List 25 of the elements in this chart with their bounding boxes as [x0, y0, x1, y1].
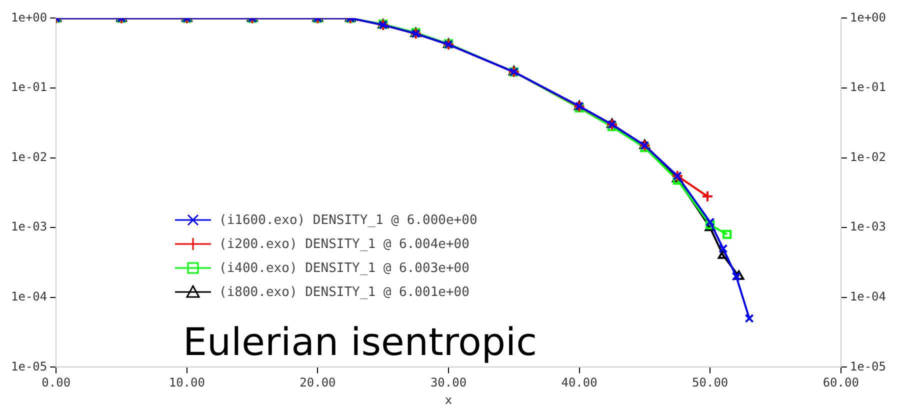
annotation: Eulerian isentropic — [183, 320, 537, 364]
y-tick-label: 1e-03 — [11, 220, 48, 234]
legend-label: (i1600.exo) DENSITY_1 @ 6.000e+00 — [219, 212, 478, 228]
text: 1e-05 — [850, 359, 886, 374]
x-tick-label: 50.00 — [692, 376, 728, 390]
text: 1e-03 — [850, 220, 886, 234]
x-tick-label: 10.00 — [168, 376, 205, 390]
x-axis-title: x — [444, 392, 452, 407]
x-tick-label: 30.00 — [430, 376, 467, 390]
text: 1e-04 — [850, 290, 886, 304]
x-tick-label: 60.00 — [822, 376, 859, 390]
y-tick-label: 1e-04 — [11, 290, 48, 304]
text: 1e+00 — [850, 10, 886, 24]
y-tick-label: 1e-01 — [11, 80, 48, 94]
text: 1e-01 — [850, 80, 886, 94]
y-tick-label: 1e-02 — [11, 150, 48, 164]
x-tick-label: 40.00 — [561, 376, 598, 390]
legend-label: (i800.exo) DENSITY_1 @ 6.001e+00 — [219, 284, 470, 300]
text: 1e-02 — [850, 150, 886, 164]
legend-label: (i400.exo) DENSITY_1 @ 6.003e+00 — [219, 260, 470, 276]
legend-label: (i200.exo) DENSITY_1 @ 6.004e+00 — [219, 236, 470, 252]
x-tick-label: 0.00 — [42, 376, 71, 390]
y-tick-label: 1e-05 — [11, 359, 48, 374]
y-tick-label: 1e+00 — [11, 10, 48, 24]
x-tick-label: 20.00 — [300, 376, 336, 390]
